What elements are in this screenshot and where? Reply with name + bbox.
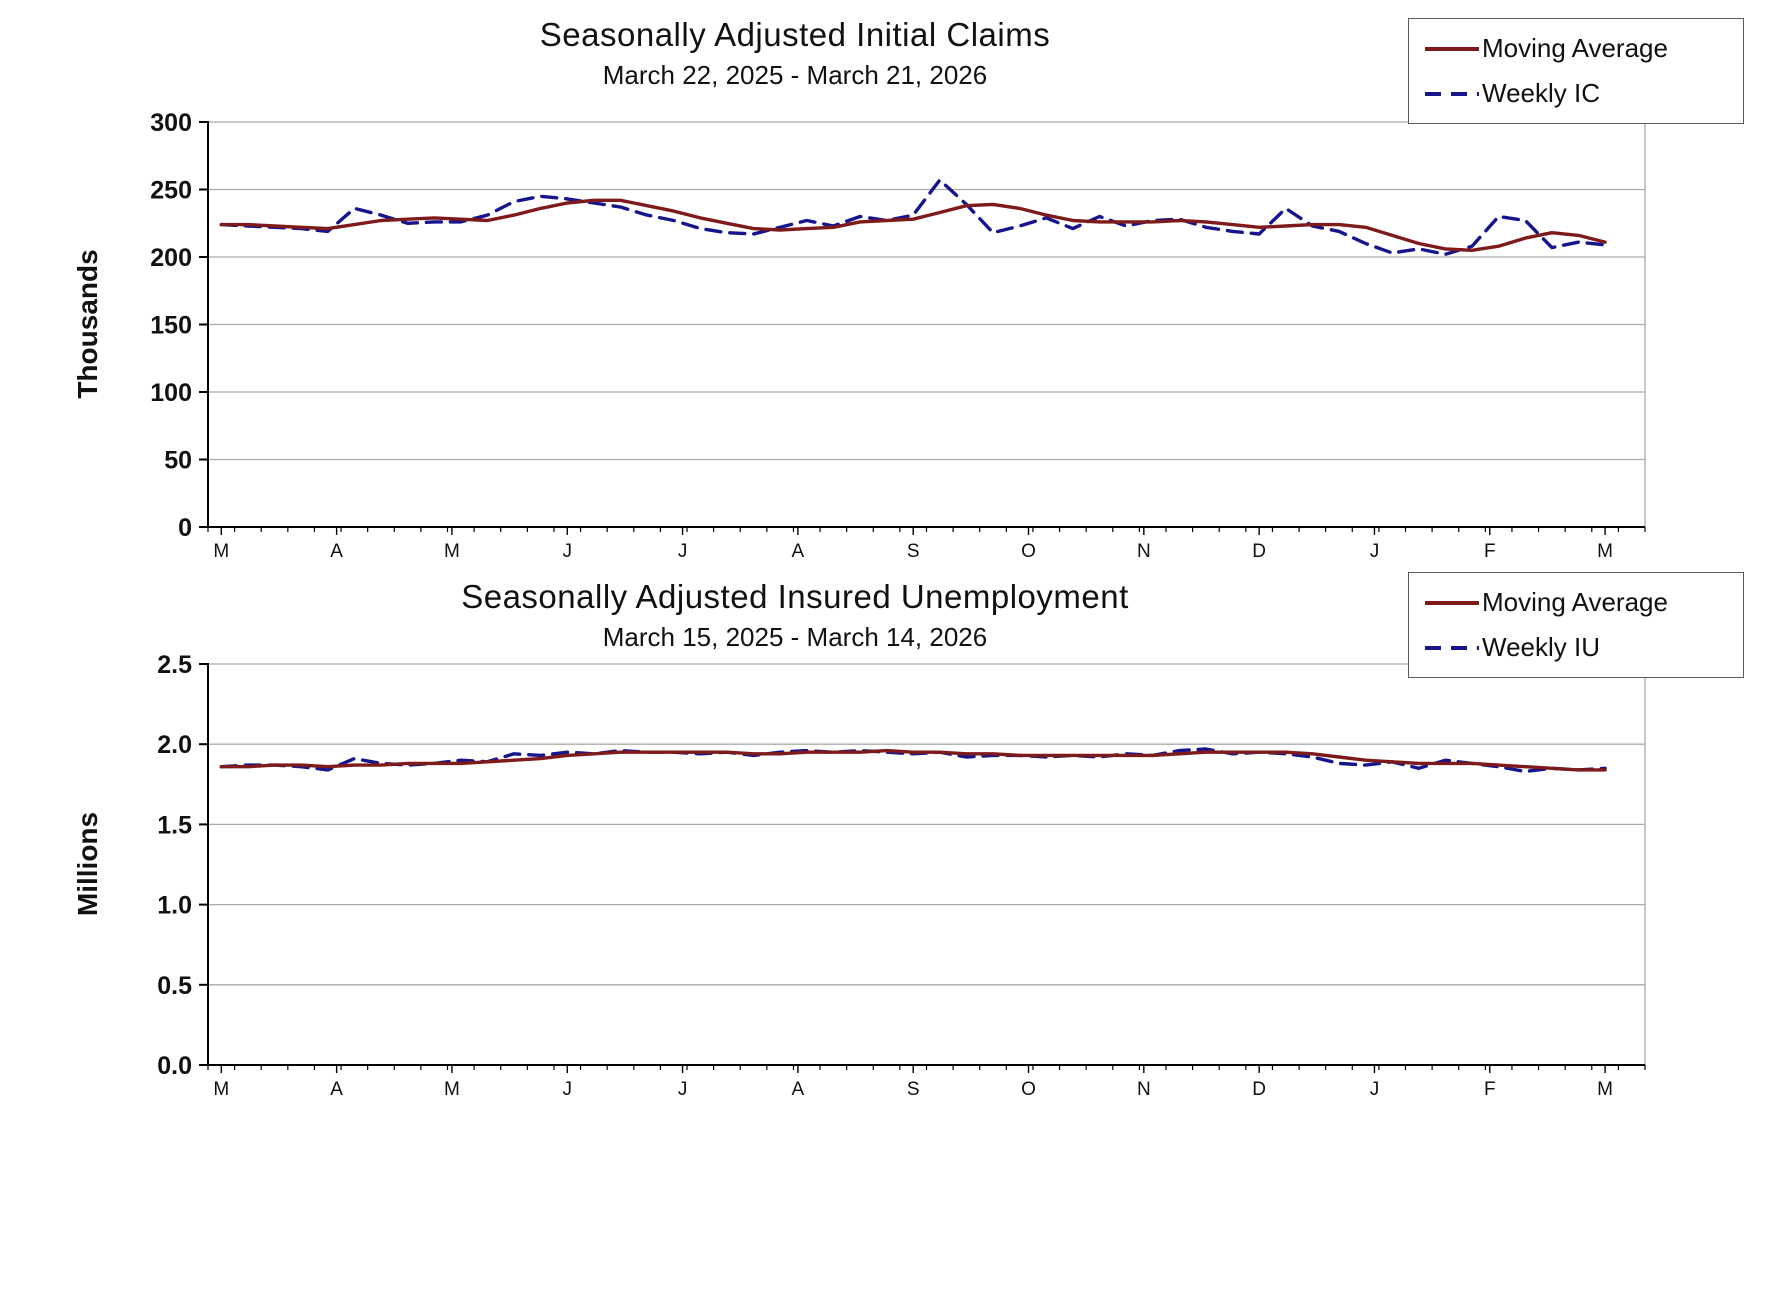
y-tick-label: 300 [150,109,192,137]
chart-title: Seasonally Adjusted Insured Unemployment [461,578,1129,615]
x-tick-label: D [1252,1079,1266,1100]
legend: Moving Average Weekly IU [1408,572,1744,678]
axes: 0.0 0.5 1.0 1.5 2.0 2.5 M A M J J A S O N D J F M [157,651,1646,1100]
y-tick-label: 200 [150,244,192,272]
y-tick-label: 50 [164,447,192,475]
x-tick-label: M [1597,541,1613,560]
x-tick-label: O [1021,1079,1036,1100]
x-tick-label: M [444,541,460,560]
x-tick-label: N [1137,541,1151,560]
y-tick-label: 1.5 [157,811,192,839]
x-tick-label: M [444,1079,460,1100]
x-tick-label: F [1484,541,1496,560]
x-tick-label: M [213,1079,229,1100]
x-tick-label: N [1137,1079,1151,1100]
series-moving-average [219,198,1607,253]
legend-label: Weekly IC [1482,78,1600,108]
x-tick-label: J [563,541,573,560]
y-tick-label: 2.0 [157,731,192,759]
x-tick-label: O [1021,541,1036,560]
chart-title: Seasonally Adjusted Initial Claims [539,16,1051,53]
initial-claims-plot: 0 50 100 150 200 250 300 M A M J J A S O N D J F M [150,109,1646,560]
y-tick-label: 2.5 [157,651,192,679]
x-tick-label: A [330,541,343,560]
legend: Moving Average Weekly IC [1408,18,1744,124]
x-tick-label: A [330,1079,343,1100]
insured-unemployment-chart: 0.0 0.5 1.0 1.5 2.0 2.5 M A M J J A S O N D J F M Seasonal… [0,562,1782,1122]
moving-average-line-sample [1425,46,1479,51]
x-tick-label: J [1370,1079,1380,1100]
x-tick-label: F [1484,1079,1496,1100]
x-tick-label: M [1597,1079,1613,1100]
legend-item-moving-average: Moving Average [1425,587,1725,618]
y-tick-label: 1.0 [157,892,192,920]
legend-item-weekly-iu: Weekly IU [1425,632,1725,663]
y-tick-label: 0 [178,514,192,542]
weekly-iu-line-sample [1425,645,1479,650]
y-tick-label: 150 [150,312,192,340]
series-weekly-ic [219,178,1607,257]
x-tick-label: S [907,1079,920,1100]
x-tick-label: M [213,541,229,560]
y-tick-label: 0.0 [157,1052,192,1080]
legend-label: Weekly IU [1482,632,1600,662]
x-tick-label: S [907,541,920,560]
chart-subtitle: March 15, 2025 - March 14, 2026 [602,622,988,652]
x-tick-label: J [678,1079,688,1100]
gridlines [208,663,1646,1065]
y-axis-label: Thousands [72,249,103,399]
moving-average-line-sample [1425,600,1479,605]
weekly-ic-line-sample [1425,91,1479,96]
legend-item-moving-average: Moving Average [1425,33,1725,64]
y-tick-label: 100 [150,379,192,407]
axes: 0 50 100 150 200 250 300 M A M J J A S O N D J F M [150,109,1646,560]
legend-label: Moving Average [1482,587,1668,617]
y-tick-label: 0.5 [157,972,192,1000]
x-tick-label: J [678,541,688,560]
x-tick-label: D [1252,541,1266,560]
series-moving-average [219,748,1607,772]
x-tick-label: J [1370,541,1380,560]
legend-label: Moving Average [1482,33,1668,63]
legend-item-weekly-ic: Weekly IC [1425,78,1725,109]
x-tick-label: J [563,1079,573,1100]
x-tick-label: A [792,541,805,560]
y-axis-label: Millions [72,811,103,917]
initial-claims-chart: 0 50 100 150 200 250 300 M A M J J A S O N D J F M Seasonal… [0,0,1782,560]
y-tick-label: 250 [150,177,192,205]
x-tick-label: A [792,1079,805,1100]
insured-unemployment-plot: 0.0 0.5 1.0 1.5 2.0 2.5 M A M J J A S O N D J F M [157,651,1646,1100]
chart-subtitle: March 22, 2025 - March 21, 2026 [602,60,988,90]
gridlines [208,121,1646,527]
